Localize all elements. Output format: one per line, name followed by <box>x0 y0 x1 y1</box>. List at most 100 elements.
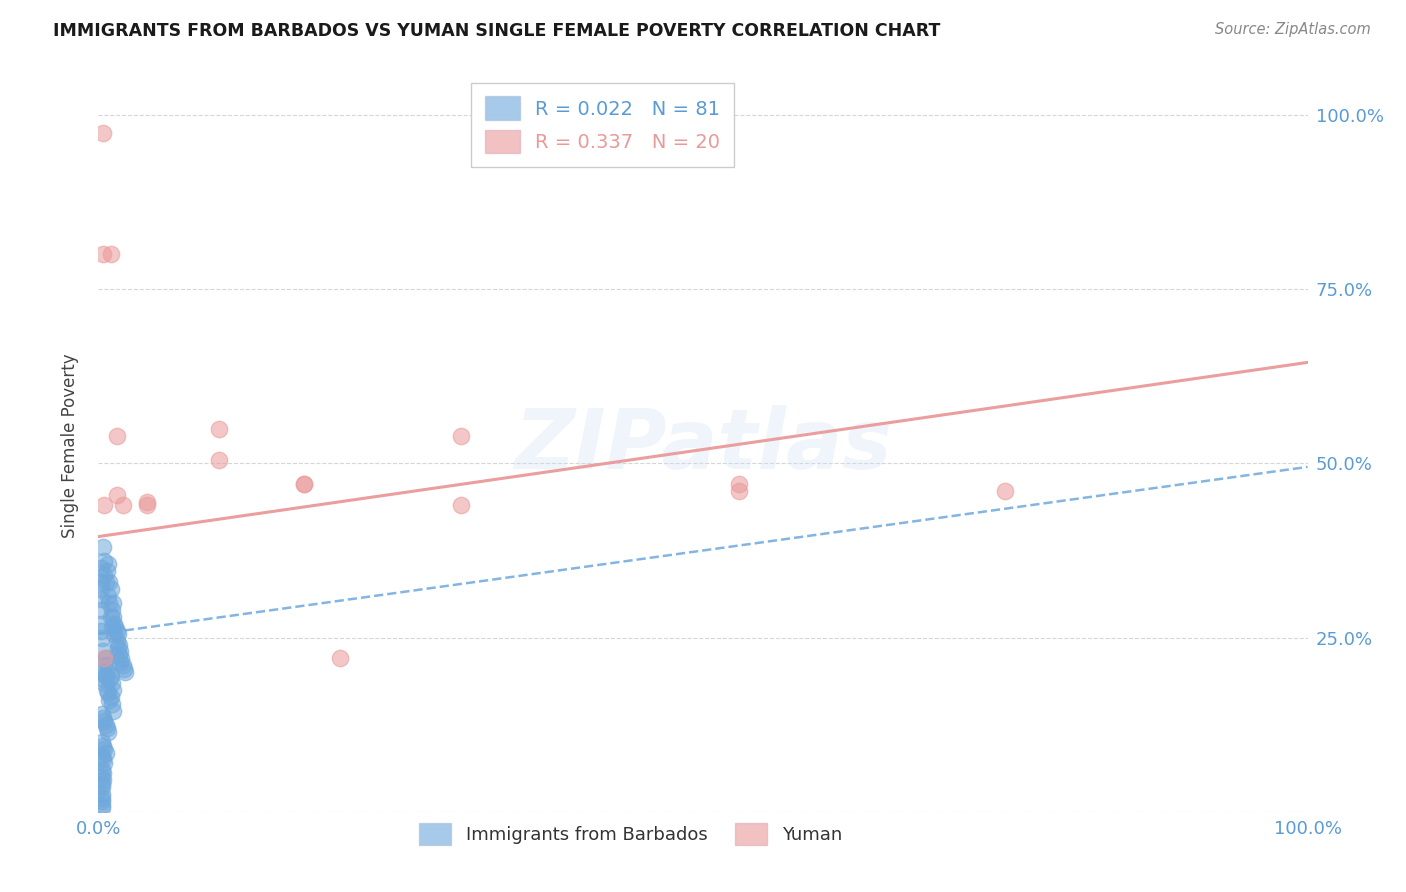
Point <box>329 651 352 665</box>
Point <box>98 673 121 687</box>
Point <box>98 574 121 589</box>
Point <box>100 603 122 617</box>
Point <box>104 620 127 634</box>
Text: Source: ZipAtlas.com: Source: ZipAtlas.com <box>1215 22 1371 37</box>
Point <box>100 582 122 596</box>
Point <box>94 651 117 665</box>
Point <box>93 554 115 568</box>
Point <box>100 690 122 704</box>
Point <box>107 627 129 641</box>
Point <box>90 616 112 631</box>
Point <box>94 574 117 589</box>
Legend: Immigrants from Barbados, Yuman: Immigrants from Barbados, Yuman <box>411 814 851 854</box>
Point <box>91 673 114 687</box>
Point <box>108 638 131 652</box>
Point <box>105 634 128 648</box>
Point <box>135 494 157 508</box>
Text: ZIPatlas: ZIPatlas <box>515 406 891 486</box>
Point <box>114 665 136 680</box>
Point <box>111 498 134 512</box>
Point <box>91 665 114 680</box>
Point <box>96 682 118 697</box>
Point <box>97 558 120 572</box>
Point <box>96 565 118 579</box>
Point <box>994 484 1017 499</box>
Point <box>90 592 112 607</box>
Point <box>101 609 124 624</box>
Point <box>93 742 115 756</box>
Point <box>91 711 114 725</box>
Point <box>90 574 112 589</box>
Point <box>103 627 125 641</box>
Point <box>208 421 231 435</box>
Point <box>112 662 135 676</box>
Point <box>111 658 134 673</box>
Point <box>97 724 120 739</box>
Point <box>91 794 114 808</box>
Point <box>101 704 124 718</box>
Point <box>91 797 114 812</box>
Point <box>91 735 114 749</box>
Point <box>91 644 114 658</box>
Point <box>98 693 121 707</box>
Point <box>91 763 114 777</box>
Point <box>91 749 114 764</box>
Point <box>91 801 114 815</box>
Point <box>107 640 129 655</box>
Point <box>110 651 132 665</box>
Point <box>728 484 751 499</box>
Point <box>450 498 472 512</box>
Point <box>91 247 114 261</box>
Point <box>93 567 115 582</box>
Point <box>208 453 231 467</box>
Point <box>93 498 115 512</box>
Point <box>96 665 118 680</box>
Point <box>94 717 117 731</box>
Point <box>105 488 128 502</box>
Point <box>728 477 751 491</box>
Point <box>100 676 122 690</box>
Point <box>91 707 114 722</box>
Point <box>94 669 117 683</box>
Point <box>94 746 117 760</box>
Point <box>100 620 122 634</box>
Point <box>135 498 157 512</box>
Point <box>101 596 124 610</box>
Point <box>91 739 114 753</box>
Text: IMMIGRANTS FROM BARBADOS VS YUMAN SINGLE FEMALE POVERTY CORRELATION CHART: IMMIGRANTS FROM BARBADOS VS YUMAN SINGLE… <box>53 22 941 40</box>
Point <box>91 787 114 801</box>
Point <box>450 428 472 442</box>
Point <box>93 651 115 665</box>
Point <box>97 686 120 700</box>
Point <box>96 721 118 735</box>
Y-axis label: Single Female Poverty: Single Female Poverty <box>60 354 79 538</box>
Point <box>93 714 115 728</box>
Point <box>108 648 131 662</box>
Point <box>91 752 114 766</box>
Point <box>101 682 124 697</box>
Point <box>91 766 114 780</box>
Point <box>93 658 115 673</box>
Point <box>91 790 114 805</box>
Point <box>91 773 114 788</box>
Point <box>108 655 131 669</box>
Point <box>100 669 122 683</box>
Point <box>100 247 122 261</box>
Point <box>91 780 114 795</box>
Point <box>103 616 125 631</box>
Point <box>90 582 112 596</box>
Point <box>98 596 121 610</box>
Point <box>91 540 114 554</box>
Point <box>91 770 114 784</box>
Point <box>90 624 112 638</box>
Point <box>105 428 128 442</box>
Point <box>100 697 122 711</box>
Point <box>91 777 114 791</box>
Point <box>90 603 112 617</box>
Point <box>100 609 122 624</box>
Point <box>93 676 115 690</box>
Point <box>91 631 114 645</box>
Point <box>91 126 114 140</box>
Point <box>105 624 128 638</box>
Point <box>108 644 131 658</box>
